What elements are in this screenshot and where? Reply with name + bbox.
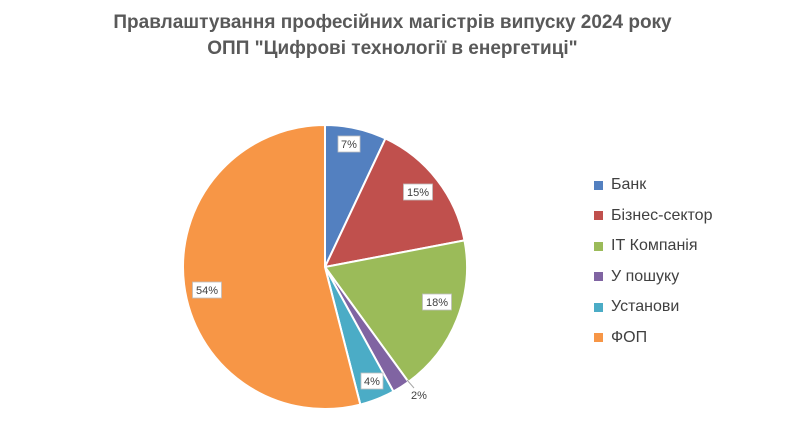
data-label-6: 54% (192, 281, 222, 299)
chart-subtitle: ОПП "Цифрові технології в енергетиці" (207, 38, 578, 59)
svg-text:2%: 2% (411, 390, 427, 402)
data-label-4: 2% (411, 390, 427, 402)
legend-item-6: ФОП (594, 323, 712, 354)
svg-text:7%: 7% (341, 139, 357, 151)
data-label-2: 15% (403, 183, 433, 201)
legend-label: ФОП (611, 328, 648, 346)
legend-label: Бізнес-сектор (611, 206, 713, 224)
pie-slice-6 (182, 123, 362, 410)
leader-line (406, 379, 415, 389)
legend-swatch (594, 241, 603, 251)
legend-item-2: Бізнес-сектор (594, 201, 712, 232)
legend-swatch (594, 302, 603, 312)
legend-swatch (594, 211, 603, 221)
legend-item-3: ІТ Компанія (594, 231, 712, 262)
legend-swatch (594, 180, 603, 190)
legend-label: Установи (611, 298, 680, 316)
svg-text:18%: 18% (426, 297, 448, 309)
legend-label: У пошуку (611, 267, 680, 285)
legend-item-5: Установи (594, 292, 712, 323)
pie-slice-2 (323, 137, 466, 269)
data-label-1: 7% (337, 135, 361, 153)
data-label-3: 18% (422, 293, 452, 311)
chart-title: Правлаштування професійних магістрів вип… (113, 12, 672, 33)
legend-swatch (594, 333, 603, 343)
svg-text:54%: 54% (196, 285, 218, 297)
legend-item-1: Банк (594, 170, 712, 201)
chart-title-block: Правлаштування професійних магістрів вип… (0, 10, 785, 62)
legend-swatch (594, 272, 603, 282)
legend-item-4: У пошуку (594, 262, 712, 293)
data-label-5: 4% (360, 372, 384, 390)
legend-label: Банк (611, 176, 647, 194)
svg-text:4%: 4% (364, 376, 380, 388)
svg-text:15%: 15% (407, 187, 429, 199)
chart-legend: Банк Бізнес-сектор ІТ Компанія У пошуку Уста… (594, 170, 712, 353)
pie-slice-3 (323, 239, 468, 384)
legend-label: ІТ Компанія (611, 237, 698, 255)
